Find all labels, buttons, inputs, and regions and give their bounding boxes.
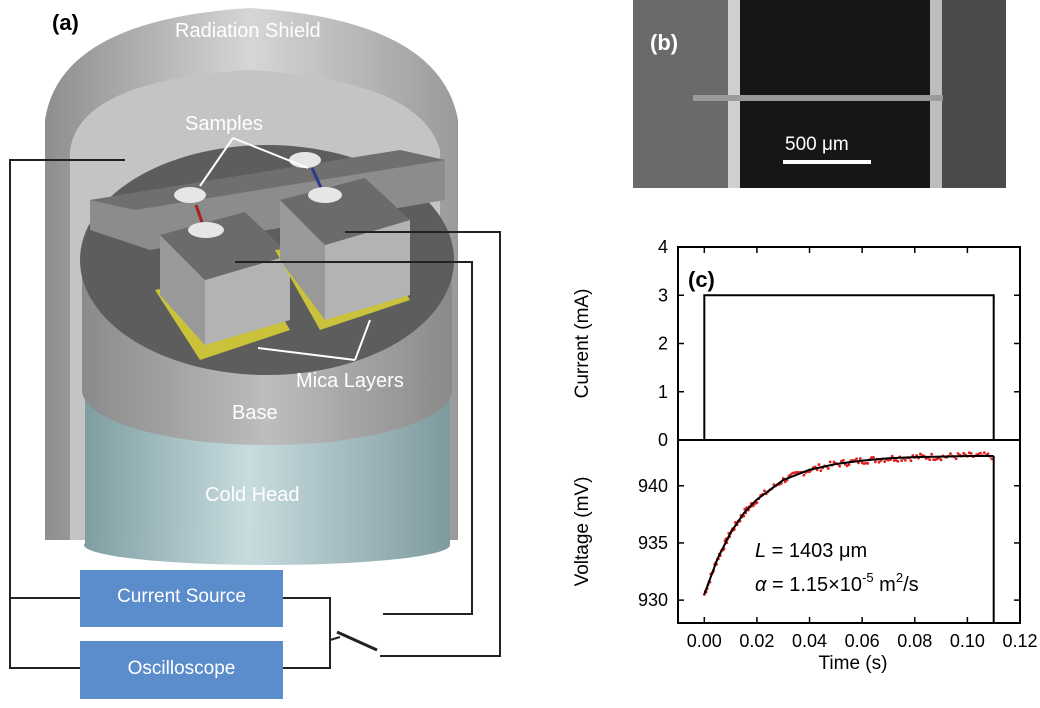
y-tick-label: 930 — [638, 590, 668, 610]
voltage-data-point — [939, 458, 943, 462]
y-tick-label: 935 — [638, 533, 668, 553]
current-source-box — [80, 570, 283, 627]
top-plot-frame — [677, 246, 1021, 441]
sem-image — [633, 0, 1006, 188]
x-tick-label: 0.02 — [739, 631, 774, 651]
voltage-data-point — [954, 457, 958, 461]
cold-head-label: Cold Head — [205, 484, 300, 506]
voltage-data-point — [877, 460, 881, 464]
voltage-data-point — [743, 507, 747, 511]
voltage-fit-line — [703, 455, 994, 595]
voltage-data-point — [890, 454, 894, 458]
wiring — [9, 159, 501, 669]
voltage-data-point — [896, 459, 900, 463]
panel-c-letter: (c) — [688, 267, 715, 292]
voltage-data-point — [755, 501, 759, 504]
voltage-data-point — [828, 460, 832, 464]
voltage-data-point — [789, 473, 793, 477]
oscilloscope-label: Oscilloscope — [127, 658, 236, 679]
voltage-data-point — [949, 452, 952, 455]
panel-a: (a) Radiation Shield Samples Mica Layers… — [9, 8, 501, 699]
top-y-axis-label: Current (mA) — [572, 289, 593, 399]
voltage-data-point — [783, 480, 787, 484]
y-tick-label: 3 — [658, 285, 668, 305]
x-tick-label: 0.08 — [897, 631, 932, 651]
y-tick-label: 1 — [658, 382, 668, 402]
voltage-data-point — [986, 452, 990, 456]
annotation-diffusivity: α = 1.15×10-5 m2/s — [755, 570, 919, 596]
voltage-data-point — [763, 489, 766, 493]
panel-c-chart: 0 1 2 3 4 930 935 940 0.00 0.02 0.04 0.06 0.08 0.10 0.… — [572, 237, 1038, 674]
voltage-data-point — [979, 451, 982, 455]
y-tick-label: 4 — [658, 237, 668, 257]
samples-label: Samples — [185, 113, 263, 135]
voltage-data-point — [900, 459, 904, 462]
voltage-data-point — [866, 461, 870, 465]
voltage-data-point — [856, 461, 860, 465]
panel-a-letter: (a) — [52, 10, 79, 35]
x-tick-label: 0.10 — [950, 631, 985, 651]
electrode — [308, 187, 342, 203]
voltage-data-point — [817, 463, 821, 466]
voltage-data-point — [802, 473, 806, 477]
annotation-length: L = 1403 μm — [755, 540, 867, 562]
current-series — [678, 294, 995, 441]
voltage-data-point — [858, 457, 862, 460]
voltage-data-point — [841, 458, 845, 462]
electrode — [289, 152, 321, 168]
voltage-data-point — [956, 452, 960, 455]
voltage-data-point — [928, 458, 932, 462]
voltage-data-point — [962, 451, 966, 455]
voltage-data-point — [826, 467, 830, 470]
voltage-data-point — [819, 469, 823, 473]
current-source-label: Current Source — [117, 586, 246, 607]
bottom-y-axis-label: Voltage (mV) — [572, 477, 593, 587]
x-tick-label: 0.04 — [792, 631, 827, 651]
voltage-data-point — [990, 457, 994, 461]
voltage-data-point — [903, 458, 907, 462]
y-tick-label: 2 — [658, 334, 668, 354]
voltage-data-point — [930, 452, 934, 456]
base-label: Base — [232, 402, 278, 424]
electrode — [188, 222, 224, 238]
cryostat-schematic — [9, 8, 501, 699]
voltage-data-point — [969, 451, 973, 455]
radiation-shield-label: Radiation Shield — [175, 20, 321, 42]
bottom-plot-frame — [677, 439, 1021, 624]
voltage-data-point — [982, 451, 986, 455]
voltage-data-point — [909, 459, 913, 463]
voltage-data-point — [883, 460, 887, 464]
voltage-data-point — [911, 454, 915, 457]
voltage-data-point — [832, 460, 836, 464]
y-tick-label: 940 — [638, 476, 668, 496]
y-tick-label: 0 — [658, 430, 668, 450]
voltage-data-point — [872, 455, 875, 459]
electrode — [174, 187, 206, 203]
x-tick-label: 0.12 — [1002, 631, 1037, 651]
x-tick-label: 0.06 — [845, 631, 880, 651]
oscilloscope-box — [80, 641, 283, 699]
panel-b-letter: (b) — [650, 30, 679, 55]
scale-bar-label: 500 μm — [785, 134, 849, 155]
voltage-data-point — [838, 464, 842, 468]
x-tick-label: 0.00 — [687, 631, 722, 651]
panel-c: 0 1 2 3 4 930 935 940 0.00 0.02 0.04 0.06 0.08 0.10 0.… — [560, 225, 1040, 703]
x-axis-label: Time (s) — [819, 653, 888, 674]
voltage-data-point — [855, 457, 858, 461]
voltage-data-point — [847, 463, 851, 467]
voltage-data-point — [873, 460, 877, 464]
mica-layers-label: Mica Layers — [296, 370, 404, 392]
panel-b: (b) 500 μm — [633, 0, 1006, 188]
